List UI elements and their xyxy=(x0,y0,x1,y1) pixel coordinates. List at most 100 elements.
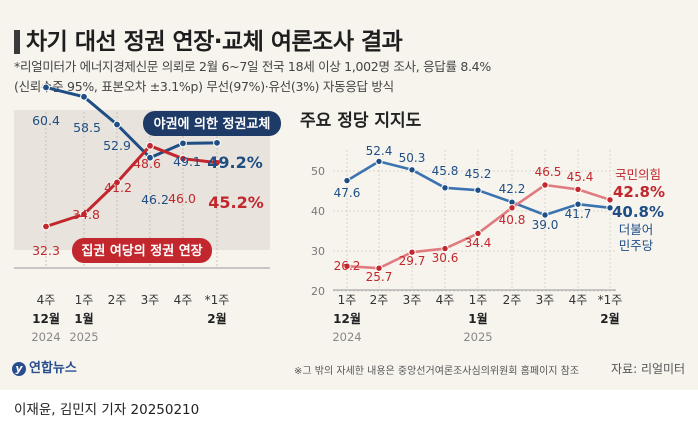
right-data-label: 46.5 xyxy=(535,165,562,179)
left-x-tick-label: 4주 xyxy=(174,293,193,307)
right-x-tick-label: 2주 xyxy=(503,293,522,307)
right-data-point xyxy=(606,204,614,212)
right-data-point xyxy=(606,196,614,204)
right-data-label: 25.7 xyxy=(366,270,393,284)
right-data-label: 40.8 xyxy=(499,213,526,227)
left-x-month-label: 2월 xyxy=(207,311,226,326)
ruling-legend-label: 집권 여당의 정권 연장 xyxy=(81,243,202,259)
right-data-label: 40.8% xyxy=(612,203,664,221)
left-data-point xyxy=(113,120,121,129)
right-data-point xyxy=(343,176,351,185)
left-data-label: 46.0 xyxy=(168,191,196,206)
left-data-label: 48.6 xyxy=(133,156,161,171)
right-data-label: 39.0 xyxy=(532,218,559,232)
democratic-series-name-line-2: 민주당 xyxy=(619,238,654,253)
left-x-tick-label: *1주 xyxy=(205,293,230,307)
left-data-label: 49.2% xyxy=(207,153,263,172)
left-data-point xyxy=(213,138,221,147)
right-data-point xyxy=(541,181,549,189)
logo-icon: y xyxy=(12,362,26,376)
right-data-label: 45.8 xyxy=(432,164,459,178)
left-data-point xyxy=(179,139,187,148)
right-data-point xyxy=(441,244,449,253)
right-data-label: 50.3 xyxy=(399,151,426,165)
right-data-point xyxy=(375,157,383,166)
right-x-year-label: 2024 xyxy=(332,330,361,344)
right-x-year-label: 2025 xyxy=(463,330,492,344)
right-y-tick-label: 20 xyxy=(311,285,325,298)
left-series-line-1 xyxy=(45,144,218,228)
credit-line: 이재윤, 김민지 기자 20250210 xyxy=(14,402,200,418)
left-x-tick-label: 1주 xyxy=(75,293,94,307)
left-x-month-label: 12월 xyxy=(32,311,60,326)
left-data-point xyxy=(42,83,50,92)
left-data-label: 45.2% xyxy=(208,193,264,212)
title-accent-bar xyxy=(14,30,20,54)
left-data-label: 32.3 xyxy=(32,243,60,258)
left-series-line-0 xyxy=(45,85,218,160)
right-x-tick-label: 4주 xyxy=(436,293,455,307)
left-x-year-label: 2024 xyxy=(31,330,60,344)
left-data-point xyxy=(42,222,50,231)
right-data-point xyxy=(508,204,516,212)
ruling-legend-box xyxy=(72,238,212,263)
right-x-tick-label: 3주 xyxy=(403,293,422,307)
ppp-series-name: 국민의힘 xyxy=(615,167,661,182)
right-data-point xyxy=(474,186,482,194)
right-y-tick-label: 30 xyxy=(311,245,325,258)
right-data-point xyxy=(375,264,383,272)
left-data-point xyxy=(213,158,221,167)
left-data-point xyxy=(179,154,187,163)
left-data-point xyxy=(80,92,88,101)
democratic-series-name-line-1: 더불어 xyxy=(619,222,654,237)
right-data-label: 42.2 xyxy=(499,182,526,196)
right-data-label: 47.6 xyxy=(334,186,361,200)
right-x-month-label: 12월 xyxy=(333,311,361,326)
right-data-label: 45.2 xyxy=(465,167,492,181)
left-data-point xyxy=(146,153,154,162)
right-series-line-1 xyxy=(346,183,611,270)
right-x-tick-label: *1주 xyxy=(598,293,623,307)
page-title: 차기 대선 정권 연장·교체 여론조사 결과 xyxy=(26,29,403,55)
right-data-point xyxy=(441,184,449,192)
survey-note-line-1: *리얼미터가 에너지경제신문 의뢰로 2월 6~7일 전국 18세 이상 1,0… xyxy=(14,59,491,74)
right-x-tick-label: 4주 xyxy=(569,293,588,307)
right-data-point xyxy=(574,200,582,208)
footnote: ※그 밖의 자세한 내용은 중앙선거여론조사심의위원회 홈페이지 참조 xyxy=(294,366,580,377)
right-data-label: 29.7 xyxy=(399,254,426,268)
right-y-tick-label: 50 xyxy=(311,165,325,178)
right-data-point xyxy=(474,229,482,238)
left-data-label: 58.5 xyxy=(73,120,101,135)
left-data-point xyxy=(80,210,88,219)
left-x-tick-label: 4주 xyxy=(37,293,56,307)
left-x-year-label: 2025 xyxy=(69,330,98,344)
right-x-tick-label: 1주 xyxy=(338,293,357,307)
right-data-label: 42.8% xyxy=(613,183,665,201)
right-data-point xyxy=(343,262,351,270)
opposition-legend-box xyxy=(143,111,281,136)
right-x-tick-label: 1주 xyxy=(469,293,488,307)
right-data-label: 34.4 xyxy=(465,236,492,250)
right-data-point xyxy=(574,185,582,194)
right-data-label: 41.7 xyxy=(565,207,592,221)
right-x-tick-label: 2주 xyxy=(370,293,389,307)
logo-text: 연합뉴스 xyxy=(29,361,77,376)
right-x-month-label: 1월 xyxy=(468,311,487,326)
left-data-point xyxy=(113,178,121,187)
right-data-label: 45.4 xyxy=(567,170,594,184)
source-label: 자료: 리얼미터 xyxy=(611,362,686,376)
right-data-label: 52.4 xyxy=(366,144,393,158)
right-data-label: 30.6 xyxy=(432,251,459,265)
left-data-point xyxy=(146,141,154,150)
left-x-tick-label: 2주 xyxy=(108,293,127,307)
left-data-label: 34.8 xyxy=(72,207,100,222)
yonhap-logo: y 연합뉴스 xyxy=(12,357,77,376)
left-data-label: 41.2 xyxy=(104,180,132,195)
left-x-month-label: 1월 xyxy=(74,311,93,326)
right-data-point xyxy=(408,166,416,174)
left-data-label: 46.2 xyxy=(141,192,169,207)
survey-note-line-2: (신뢰수준 95%, 표본오차 ±3.1%p) 무선(97%)·유선(3%) 자… xyxy=(14,79,394,94)
right-x-month-label: 2월 xyxy=(600,311,619,326)
left-x-tick-label: 3주 xyxy=(141,293,160,307)
